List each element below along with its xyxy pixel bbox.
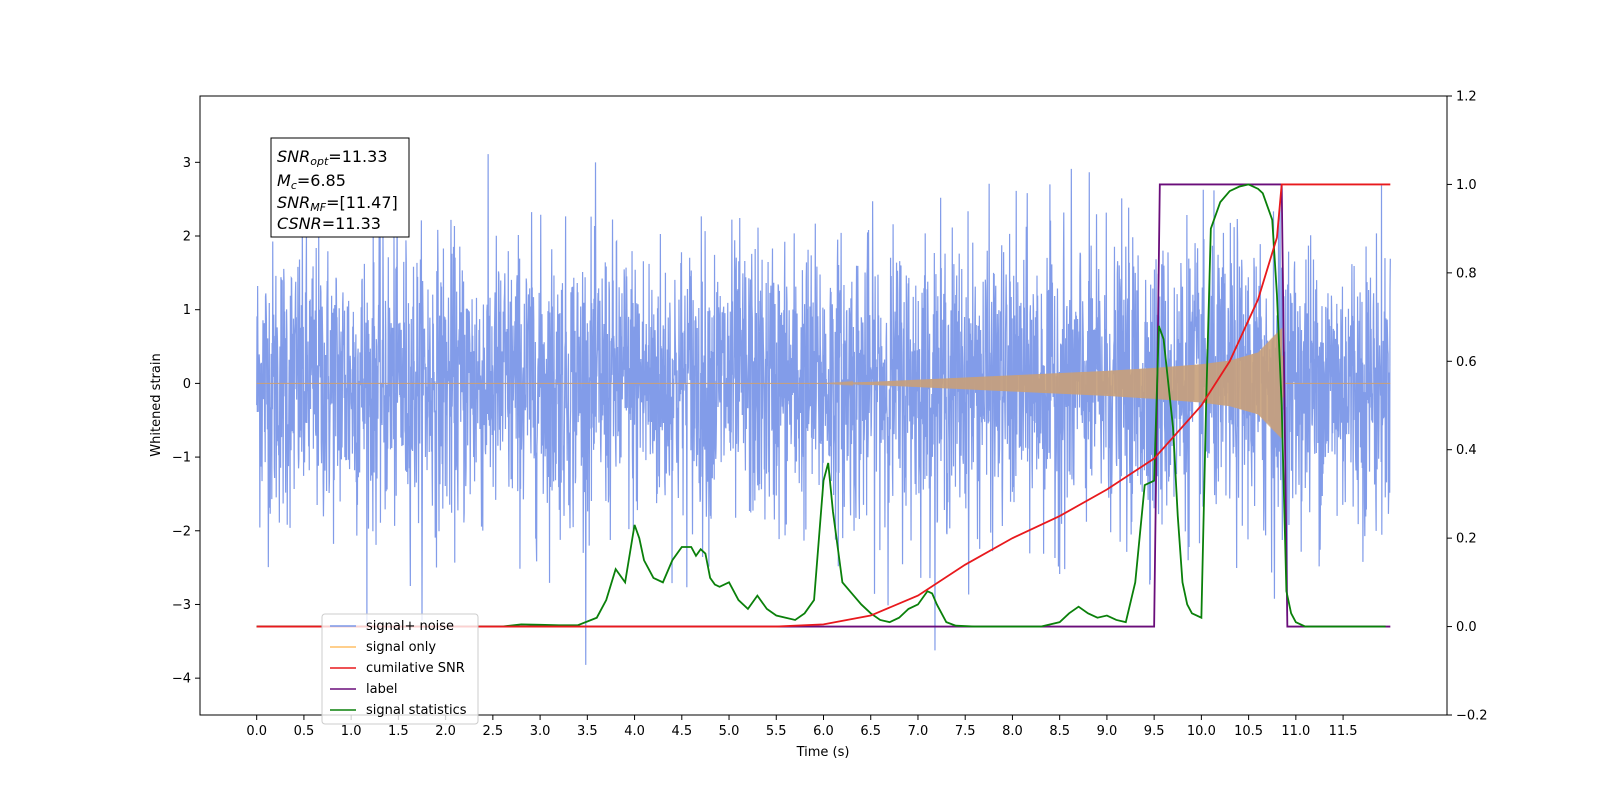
x-tick-label: 5.5 (766, 724, 787, 739)
y-left-tick-label: 2 (183, 230, 191, 245)
x-tick-label: 0.0 (246, 724, 267, 739)
legend-label-signal-noise: signal+ noise (366, 619, 454, 634)
series-cumulative-snr-line (256, 183, 1391, 628)
y-right-tick-label: 1.0 (1456, 178, 1477, 193)
y-right-tick-label: −0.2 (1456, 709, 1488, 724)
info-snr-mf: SNRMF=[11.47] (277, 193, 398, 214)
y-left-tick-label: 3 (183, 156, 191, 171)
x-tick-label: 7.0 (908, 724, 929, 739)
x-tick-label: 1.5 (388, 724, 409, 739)
x-tick-label: 6.5 (860, 724, 881, 739)
x-tick-label: 10.5 (1234, 724, 1263, 739)
x-tick-label: 5.0 (719, 724, 740, 739)
x-tick-label: 2.0 (435, 724, 456, 739)
legend-label-label: label (366, 682, 397, 697)
x-axis-label: Time (s) (796, 745, 850, 760)
info-mc: Mc=6.85 (277, 171, 346, 192)
x-tick-label: 2.5 (483, 724, 504, 739)
y-right-tick-label: 0.2 (1456, 532, 1477, 547)
x-tick-label: 8.0 (1002, 724, 1023, 739)
y-left-tick-label: −1 (172, 451, 191, 466)
y-right-tick-label: 0.6 (1456, 355, 1477, 370)
x-tick-label: 9.5 (1144, 724, 1165, 739)
y-right-tick-label: 0.8 (1456, 266, 1477, 281)
y-right-tick-label: 0.4 (1456, 443, 1477, 458)
x-tick-label: 3.0 (530, 724, 551, 739)
series-signal-only-line (256, 328, 1391, 439)
series-signal-noise-line (256, 154, 1391, 665)
y-left-tick-label: 1 (183, 303, 191, 318)
x-tick-label: 11.5 (1329, 724, 1358, 739)
x-tick-label: 9.0 (1097, 724, 1118, 739)
x-tick-label: 4.0 (624, 724, 645, 739)
y-left-tick-label: −2 (172, 524, 191, 539)
y-left-tick-label: 0 (183, 377, 191, 392)
info-csnr: CSNR=11.33 (277, 214, 381, 233)
series-signal-statistics-line (256, 183, 1386, 628)
info-box: SNRopt=11.33 Mc=6.85 SNRMF=[11.47] CSNR=… (270, 137, 410, 238)
x-tick-label: 7.5 (955, 724, 976, 739)
x-tick-label: 3.5 (577, 724, 598, 739)
ticks-layer: 0.0 0.5 1.0 1.5 2.0 2.5 3.0 3.5 4.0 4.5 5.0 5.5 6.0 6… (172, 90, 1488, 740)
legend-label-signal-only: signal only (366, 640, 436, 655)
x-tick-label: 10.0 (1187, 724, 1216, 739)
y-left-tick-label: −3 (172, 598, 191, 613)
x-tick-label: 11.0 (1281, 724, 1310, 739)
y-right-tick-label: 0.0 (1456, 620, 1477, 635)
x-tick-label: 1.0 (341, 724, 362, 739)
x-tick-label: 8.5 (1049, 724, 1070, 739)
x-tick-label: 0.5 (294, 724, 315, 739)
x-tick-label: 4.5 (671, 724, 692, 739)
series-layer (256, 154, 1391, 665)
y-right-tick-label: 1.2 (1456, 90, 1477, 105)
info-snr-opt: SNRopt=11.33 (277, 147, 388, 168)
y-axis-label: Whitened strain (149, 353, 164, 456)
y-left-tick-label: −4 (172, 672, 191, 687)
x-tick-label: 6.0 (813, 724, 834, 739)
legend-label-signal-statistics: signal statistics (366, 703, 467, 718)
legend: signal+ noise signal only cumilative SNR… (321, 613, 479, 725)
legend-label-cumulative-snr: cumilative SNR (366, 661, 465, 676)
